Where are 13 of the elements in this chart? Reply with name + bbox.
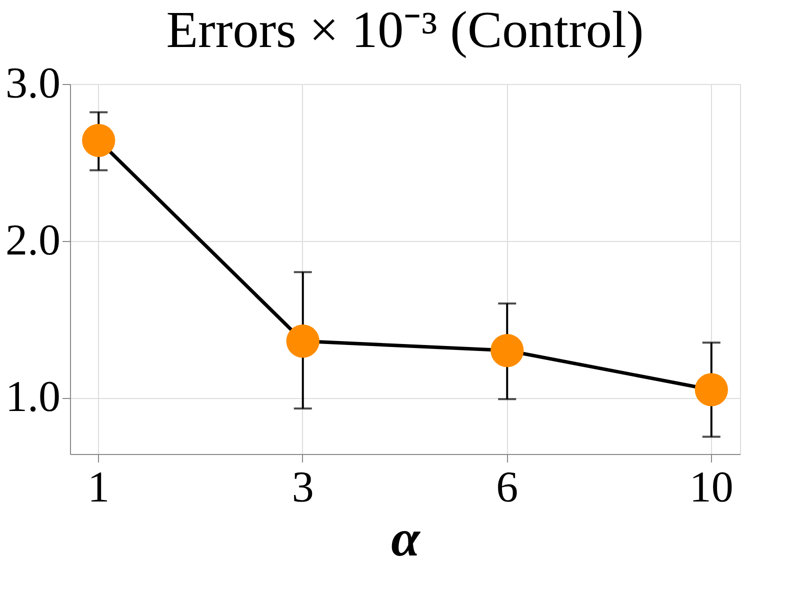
x-axis-title: α <box>391 510 422 568</box>
y-tick-label: 2.0 <box>6 215 60 264</box>
x-tick-label: 6 <box>496 462 518 512</box>
y-tick-label: 3.0 <box>6 58 60 108</box>
point <box>490 334 524 368</box>
chart-title: Errors × 10⁻³ (Control) <box>166 2 644 59</box>
point <box>694 373 728 406</box>
point <box>286 324 320 358</box>
x-tick-label: 10 <box>689 462 734 512</box>
x-tick-label: 1 <box>88 462 110 512</box>
y-tick-label: 1.0 <box>6 372 60 422</box>
point <box>82 124 116 157</box>
x-tick-label: 3 <box>292 462 314 512</box>
